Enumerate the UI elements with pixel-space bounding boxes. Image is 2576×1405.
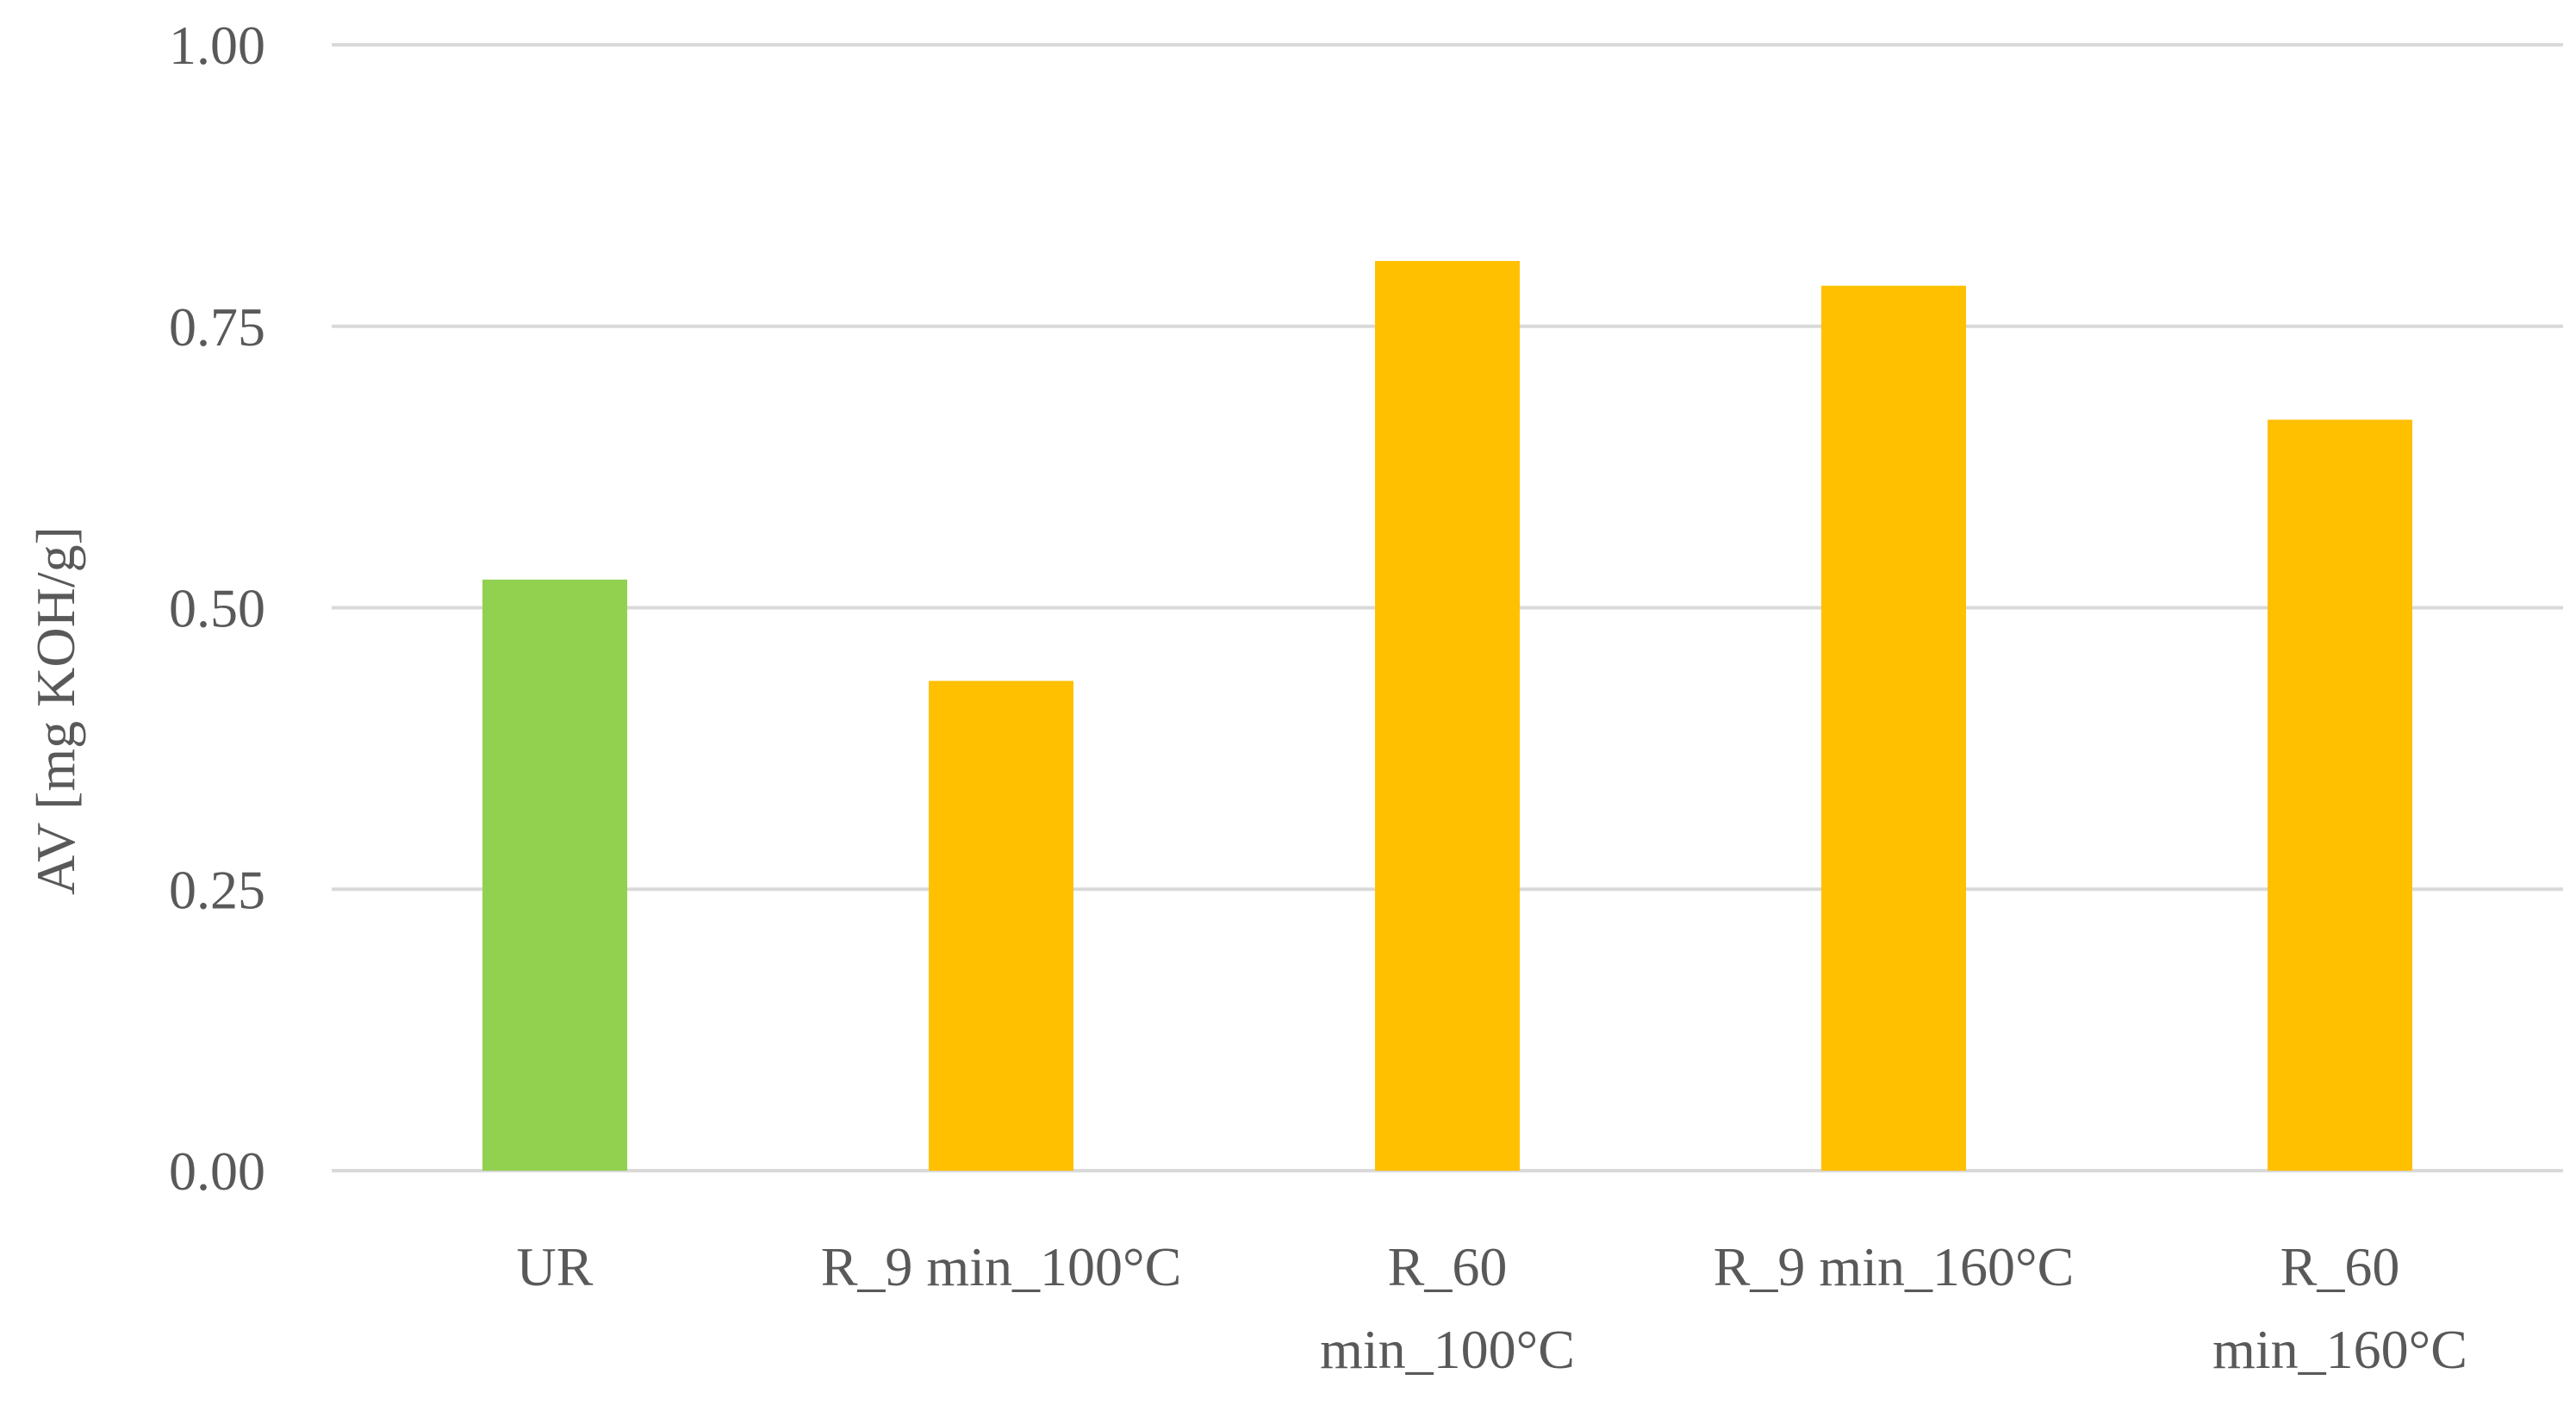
x-tick-label: R_9 min_160°C <box>1714 1236 2075 1297</box>
bar <box>1375 260 1520 1172</box>
y-tick-label: 0.00 <box>169 1141 265 1202</box>
bar <box>929 681 1073 1171</box>
x-tick-label: min_100°C <box>1320 1319 1575 1380</box>
y-axis-label: AV [mg KOH/g] <box>25 526 86 895</box>
x-tick-label: R_60 <box>2280 1236 2400 1297</box>
bar <box>1821 285 1966 1171</box>
y-tick-label: 1.00 <box>169 15 265 76</box>
x-tick-label: R_9 min_100°C <box>821 1236 1182 1297</box>
bar <box>2268 420 2412 1172</box>
bar <box>482 579 627 1171</box>
bars <box>482 260 2412 1172</box>
x-axis-ticks: UR R_9 min_100°C R_60 min_100°C R_9 min_160°… <box>517 1236 2467 1380</box>
x-tick-label: min_160°C <box>2212 1319 2467 1380</box>
y-axis-ticks: 0.00 0.25 0.50 0.75 1.00 <box>169 15 265 1202</box>
x-tick-label: UR <box>517 1236 594 1297</box>
y-tick-label: 0.50 <box>169 578 265 639</box>
x-tick-label: R_60 <box>1388 1236 1508 1297</box>
y-tick-label: 0.75 <box>169 296 265 357</box>
y-tick-label: 0.25 <box>169 859 265 920</box>
